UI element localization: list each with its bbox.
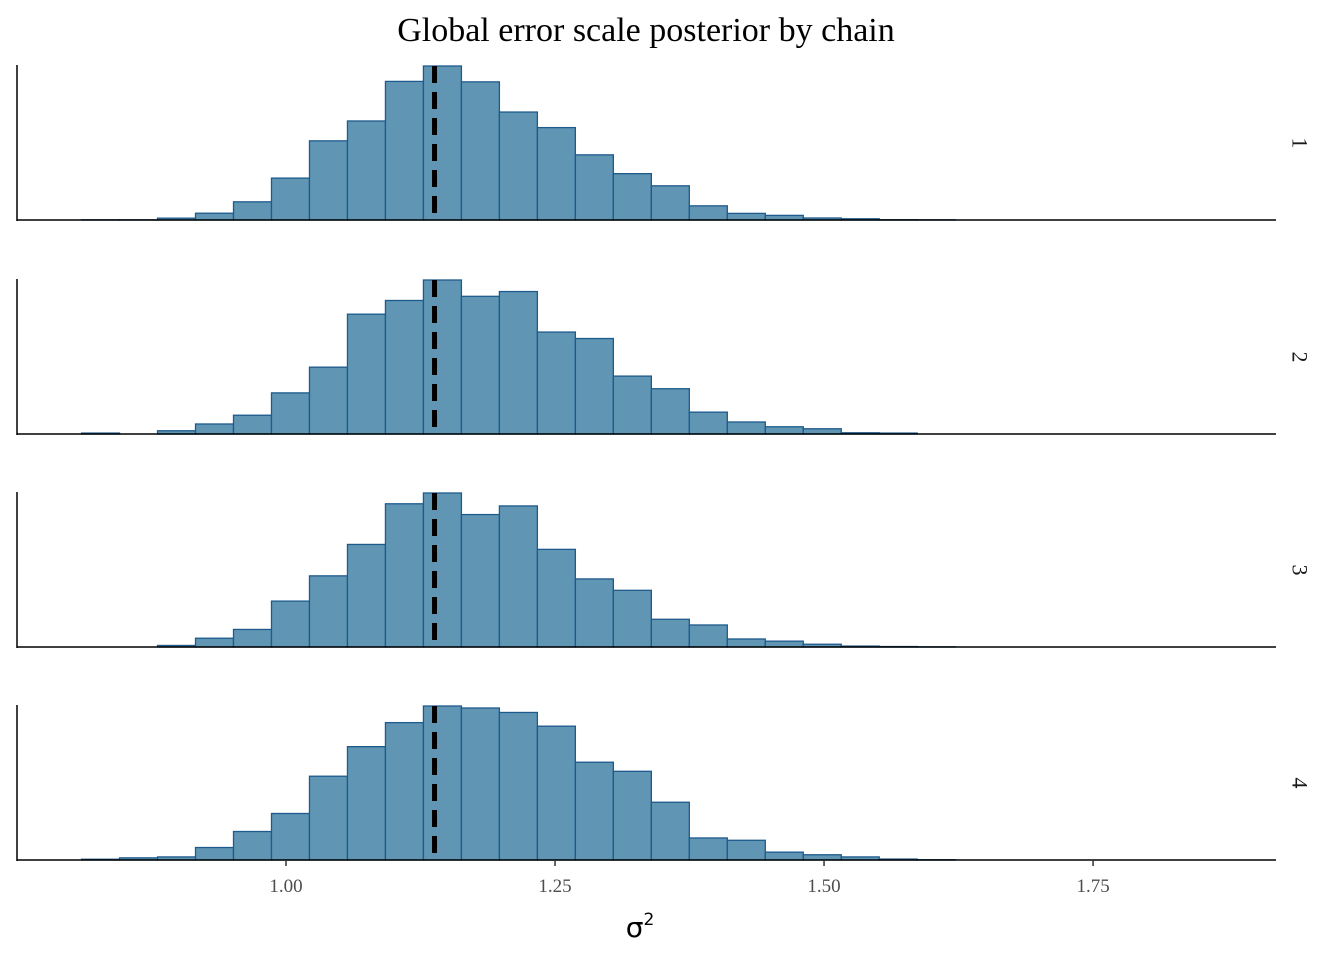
facet-strip-label: 2 — [1288, 352, 1313, 363]
histogram-bar — [232, 414, 273, 435]
histogram-bar — [194, 846, 235, 861]
histogram-bar — [726, 421, 766, 435]
histogram-bar — [726, 638, 766, 648]
histogram-bar — [650, 618, 690, 648]
histogram-bar — [612, 375, 652, 435]
x-tick-label: 1.00 — [269, 876, 302, 897]
histogram-bar — [612, 172, 652, 221]
histogram-bar — [460, 513, 501, 648]
histogram-bar — [650, 388, 690, 435]
histogram-bar — [232, 830, 273, 861]
histogram-bar — [688, 624, 728, 648]
histogram-bar — [498, 711, 539, 861]
x-axis-title: σ2 — [626, 910, 655, 944]
histogram-bar — [422, 705, 463, 861]
histogram-bar — [536, 331, 577, 435]
histogram-bar — [726, 839, 766, 861]
histogram-bar — [802, 854, 842, 861]
histogram-bar — [346, 543, 387, 648]
histogram-bar — [194, 637, 235, 648]
histogram-bar — [764, 851, 804, 861]
histogram-bar — [726, 212, 766, 221]
facet-panel-2: 2 — [16, 279, 1313, 435]
facet-strip-label: 3 — [1288, 565, 1313, 576]
histogram-bar — [498, 505, 539, 648]
x-axis-title-superscript: 2 — [643, 910, 654, 930]
histogram-bar — [764, 640, 804, 648]
x-axis-title-symbol: σ — [626, 911, 644, 944]
x-tick-label: 1.25 — [538, 876, 571, 897]
facet-panel-1: 1 — [16, 65, 1313, 221]
histogram-bar — [688, 411, 728, 435]
facet-strip-label: 1 — [1288, 138, 1313, 149]
histogram-bar — [422, 65, 463, 221]
histogram-bar — [574, 337, 615, 435]
histogram-bar — [460, 707, 501, 861]
facet-panel-3: 3 — [16, 492, 1313, 648]
histogram-bar — [650, 801, 690, 861]
histogram-bar — [308, 366, 349, 435]
histogram-bar — [650, 185, 690, 221]
histogram-bar — [384, 80, 425, 221]
histogram-bar — [308, 775, 349, 861]
x-tick-label: 1.75 — [1076, 876, 1109, 897]
histogram-bar — [194, 212, 235, 221]
histogram-bar — [688, 205, 728, 221]
histogram-bar — [384, 299, 425, 435]
histogram-bar — [308, 575, 349, 648]
histogram-bar — [802, 428, 842, 435]
histogram-bar — [460, 295, 501, 435]
histogram-bar — [194, 423, 235, 435]
histogram-bar — [308, 140, 349, 221]
histogram-bar — [384, 503, 425, 648]
histogram-bar — [346, 120, 387, 221]
histogram-bar — [498, 290, 539, 435]
histogram-bar — [574, 154, 615, 221]
histogram-bar — [232, 628, 273, 648]
histogram-bar — [270, 177, 311, 221]
chart-title: Global error scale posterior by chain — [397, 12, 895, 49]
histogram-bar — [270, 812, 311, 861]
facet-strip-label: 4 — [1288, 778, 1313, 789]
histogram-bar — [612, 770, 652, 861]
histogram-bar — [536, 126, 577, 221]
histogram-bar — [422, 492, 463, 648]
histogram-bar — [612, 589, 652, 648]
histogram-bar — [536, 725, 577, 861]
histogram-bar — [574, 761, 615, 861]
histogram-bar — [460, 81, 501, 221]
facet-panel-4: 4 — [16, 705, 1313, 861]
histogram-bar — [384, 721, 425, 861]
histogram-bar — [346, 313, 387, 435]
x-tick-label: 1.50 — [807, 876, 840, 897]
x-axis: 1.00 1.25 1.50 1.75 — [269, 860, 1110, 897]
facet-panels: 1 2 3 4 — [16, 65, 1313, 861]
histogram-bar — [764, 426, 804, 435]
histogram-bar — [346, 746, 387, 861]
histogram-bar — [232, 201, 273, 221]
histogram-bar — [422, 279, 463, 435]
histogram-bar — [574, 578, 615, 648]
histogram-bar — [536, 548, 577, 648]
histogram-bar — [270, 392, 311, 435]
histogram-bar — [270, 600, 311, 648]
histogram-bar — [688, 837, 728, 861]
histogram-bar — [498, 111, 539, 221]
